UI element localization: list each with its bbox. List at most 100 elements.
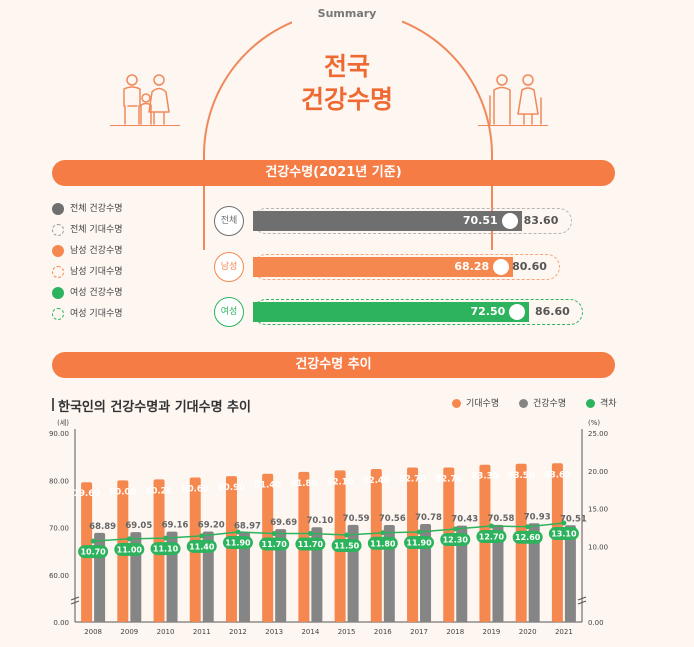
gap-label-pill	[222, 536, 253, 550]
legend-label: 전체 기대수명	[70, 225, 123, 235]
bar-label-life-expectancy: 81.80	[290, 479, 317, 489]
bar-life-expectancy	[479, 464, 491, 622]
bar-label-healthy-life: 70.10	[306, 516, 333, 526]
legend-label: 남성 기대수명	[70, 267, 123, 277]
page-title-line1: 전국	[323, 52, 370, 81]
gap-label: 10.70	[80, 548, 106, 557]
x-tick-label: 2020	[519, 628, 537, 636]
legend-gap: 격차	[586, 398, 617, 410]
bar-label-healthy-life: 68.89	[89, 522, 116, 532]
bar-label-life-expectancy: 82.70	[435, 475, 462, 485]
group-badge: 여성	[214, 297, 244, 327]
bar-label-life-expectancy: 79.60	[73, 489, 100, 499]
bar-label-life-expectancy: 82.40	[363, 476, 390, 486]
bar-healthy-life	[492, 524, 504, 622]
x-tick-label: 2013	[265, 628, 283, 636]
elderly-couple-icon	[489, 74, 542, 125]
legend-swatch	[52, 287, 64, 299]
gap-label: 11.10	[153, 545, 179, 554]
gap-point	[452, 526, 458, 532]
healthy-life-fill	[253, 257, 514, 277]
gap-label: 13.10	[551, 529, 577, 538]
person-icon	[501, 213, 518, 229]
legend-swatch	[52, 224, 64, 236]
bar-label-healthy-life: 70.59	[343, 514, 370, 524]
healthy-life-value: 72.50	[470, 305, 506, 318]
bar-life-expectancy	[551, 463, 563, 622]
chart-title: 한국인의 건강수명과 기대수명 추이	[58, 400, 251, 415]
person-icon	[493, 259, 510, 275]
bar-label-life-expectancy: 80.00	[109, 487, 136, 497]
legend-label: 여성 건강수명	[70, 288, 123, 298]
bar-label-healthy-life: 69.05	[125, 521, 152, 531]
gap-point	[199, 533, 205, 539]
right-tick-label: 25.00	[588, 430, 608, 438]
legend-swatch	[52, 266, 64, 278]
legend-healthy-life: 건강수명	[519, 398, 566, 410]
bar-healthy-life	[311, 527, 323, 622]
group-badge: 남성	[214, 252, 244, 282]
left-tick-label: 70.00	[49, 525, 69, 533]
person-icon	[509, 304, 526, 320]
bar-label-healthy-life: 70.78	[415, 513, 442, 523]
right-tick-label: 0.00	[588, 619, 604, 627]
ground-line-left	[110, 125, 180, 126]
bar-life-expectancy	[225, 476, 237, 622]
gap-label-pill	[367, 536, 398, 550]
x-tick-label: 2021	[555, 628, 573, 636]
legend-label: 전체 건강수명	[70, 204, 123, 214]
x-tick-label: 2017	[410, 628, 428, 636]
right-tick-label: 15.00	[588, 506, 608, 514]
gap-label: 11.50	[334, 542, 360, 551]
left-tick-label: 60.00	[49, 572, 69, 580]
bar-label-healthy-life: 70.56	[379, 514, 406, 524]
bar-label-life-expectancy: 82.70	[399, 475, 426, 485]
gap-label: 11.90	[406, 539, 432, 548]
bar-label-life-expectancy: 83.30	[472, 472, 499, 482]
axis-break-mark	[70, 596, 80, 605]
gap-label: 11.40	[189, 542, 215, 551]
gap-label-pill	[476, 529, 507, 543]
bar-label-healthy-life: 70.51	[560, 514, 587, 524]
page-title-line2: 건강수명	[300, 85, 393, 114]
gap-label-pill	[295, 537, 326, 551]
left-tick-label: 80.00	[49, 477, 69, 485]
right-tick-label: 10.00	[588, 543, 608, 551]
bar-label-healthy-life: 70.43	[451, 515, 478, 525]
legend-swatch	[52, 203, 64, 215]
life-expectancy-value: 86.60	[535, 305, 570, 318]
gap-label-pill	[150, 542, 181, 556]
section-band-healthy-life: 건강수명(2021년 기준)	[52, 160, 615, 186]
left-axis-unit: (세)	[57, 418, 69, 427]
bar-healthy-life	[202, 531, 214, 622]
chart-title-marker	[52, 398, 54, 411]
healthy-life-fill	[253, 211, 522, 231]
gap-label-pill	[548, 526, 579, 540]
bar-healthy-life	[528, 523, 540, 622]
left-tick-label: 90.00	[49, 430, 69, 438]
gap-label: 12.60	[515, 533, 541, 542]
gap-point	[235, 529, 241, 535]
bar-label-life-expectancy: 80.90	[218, 483, 245, 493]
trend-chart: (세) (%) 90.00 80.00 70.00 60.00 0.00 25.00 20.00…	[49, 418, 608, 636]
bar-healthy-life	[564, 525, 576, 622]
healthy-life-value: 68.28	[454, 260, 490, 273]
bar-healthy-life	[238, 532, 250, 622]
summary-label: Summary	[292, 4, 402, 24]
gap-label-pill	[440, 533, 471, 547]
gap-point	[307, 531, 313, 537]
gap-point	[126, 536, 132, 542]
bar-label-healthy-life: 69.16	[162, 521, 189, 531]
ground-line-right	[478, 125, 548, 126]
bar-label-life-expectancy: 83.50	[508, 471, 535, 481]
right-axis-unit: (%)	[588, 419, 600, 427]
gap-point	[416, 529, 422, 535]
legend-swatch	[52, 245, 64, 257]
right-tick-label: 20.00	[588, 468, 608, 476]
healthy-life-value: 70.51	[462, 214, 498, 227]
x-tick-label: 2016	[374, 628, 392, 636]
left-tick-label: 0.00	[53, 619, 69, 627]
life-expectancy-value: 83.60	[523, 214, 559, 227]
gap-label-pill	[331, 539, 362, 553]
gap-label-pill	[186, 539, 217, 553]
